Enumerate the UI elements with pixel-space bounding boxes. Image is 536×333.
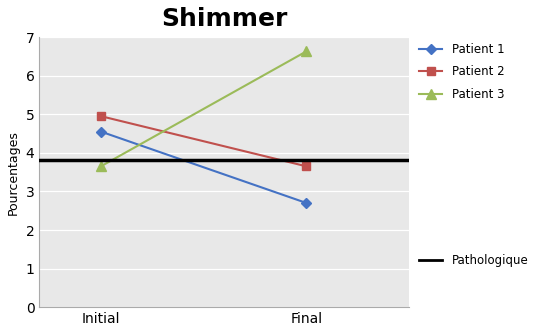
Legend: Pathologique: Pathologique	[419, 254, 528, 267]
Line: Patient 2: Patient 2	[96, 112, 310, 170]
Patient 1	[303, 201, 310, 205]
Title: Shimmer: Shimmer	[161, 7, 287, 31]
Line: Patient 1: Patient 1	[98, 128, 310, 206]
Patient 2	[303, 165, 310, 168]
Patient 1	[98, 130, 104, 134]
Patient 2	[98, 114, 104, 118]
Line: Patient 3: Patient 3	[96, 47, 311, 171]
Patient 3	[303, 49, 310, 53]
Y-axis label: Pourcentages: Pourcentages	[7, 130, 20, 214]
Patient 3	[98, 165, 104, 168]
